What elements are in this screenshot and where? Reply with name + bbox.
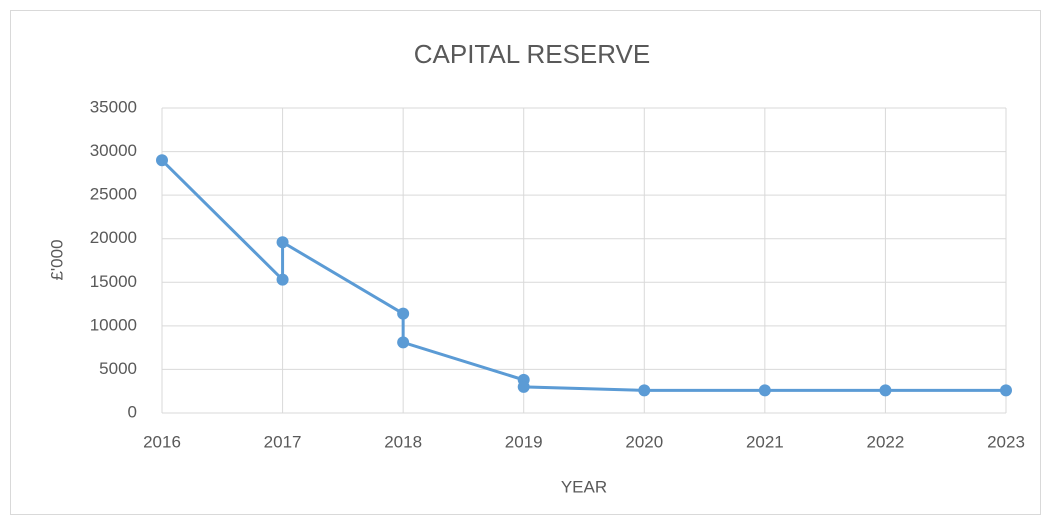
- y-tick-label: 10000: [90, 315, 137, 334]
- y-axis-label: £'000: [47, 239, 66, 280]
- x-tick-label: 2017: [264, 432, 302, 451]
- y-tick-label: 35000: [90, 97, 137, 116]
- marker: [758, 384, 771, 397]
- x-tick-label: 2019: [505, 432, 543, 451]
- y-tick-label: 15000: [90, 272, 137, 291]
- y-tick-label: 20000: [90, 228, 137, 247]
- y-tick-label: 25000: [90, 185, 137, 204]
- marker: [156, 154, 168, 167]
- y-tick-label: 0: [128, 402, 137, 421]
- y-tick-label: 5000: [99, 359, 137, 378]
- marker: [397, 307, 410, 320]
- marker: [638, 384, 651, 397]
- x-tick-label: 2020: [625, 432, 663, 451]
- marker: [397, 336, 410, 349]
- chart-border: [10, 10, 1041, 515]
- x-tick-label: 2023: [987, 432, 1025, 451]
- x-tick-label: 2022: [867, 432, 905, 451]
- x-tick-label: 2018: [384, 432, 422, 451]
- marker: [276, 236, 289, 249]
- marker: [517, 380, 530, 393]
- x-tick-label: 2016: [143, 432, 181, 451]
- x-axis-label: YEAR: [561, 477, 607, 496]
- x-tick-label: 2021: [746, 432, 784, 451]
- y-tick-label: 30000: [90, 141, 137, 160]
- marker: [1000, 384, 1012, 397]
- chart-title: CAPITAL RESERVE: [414, 39, 651, 69]
- marker: [879, 384, 892, 397]
- marker: [276, 273, 289, 286]
